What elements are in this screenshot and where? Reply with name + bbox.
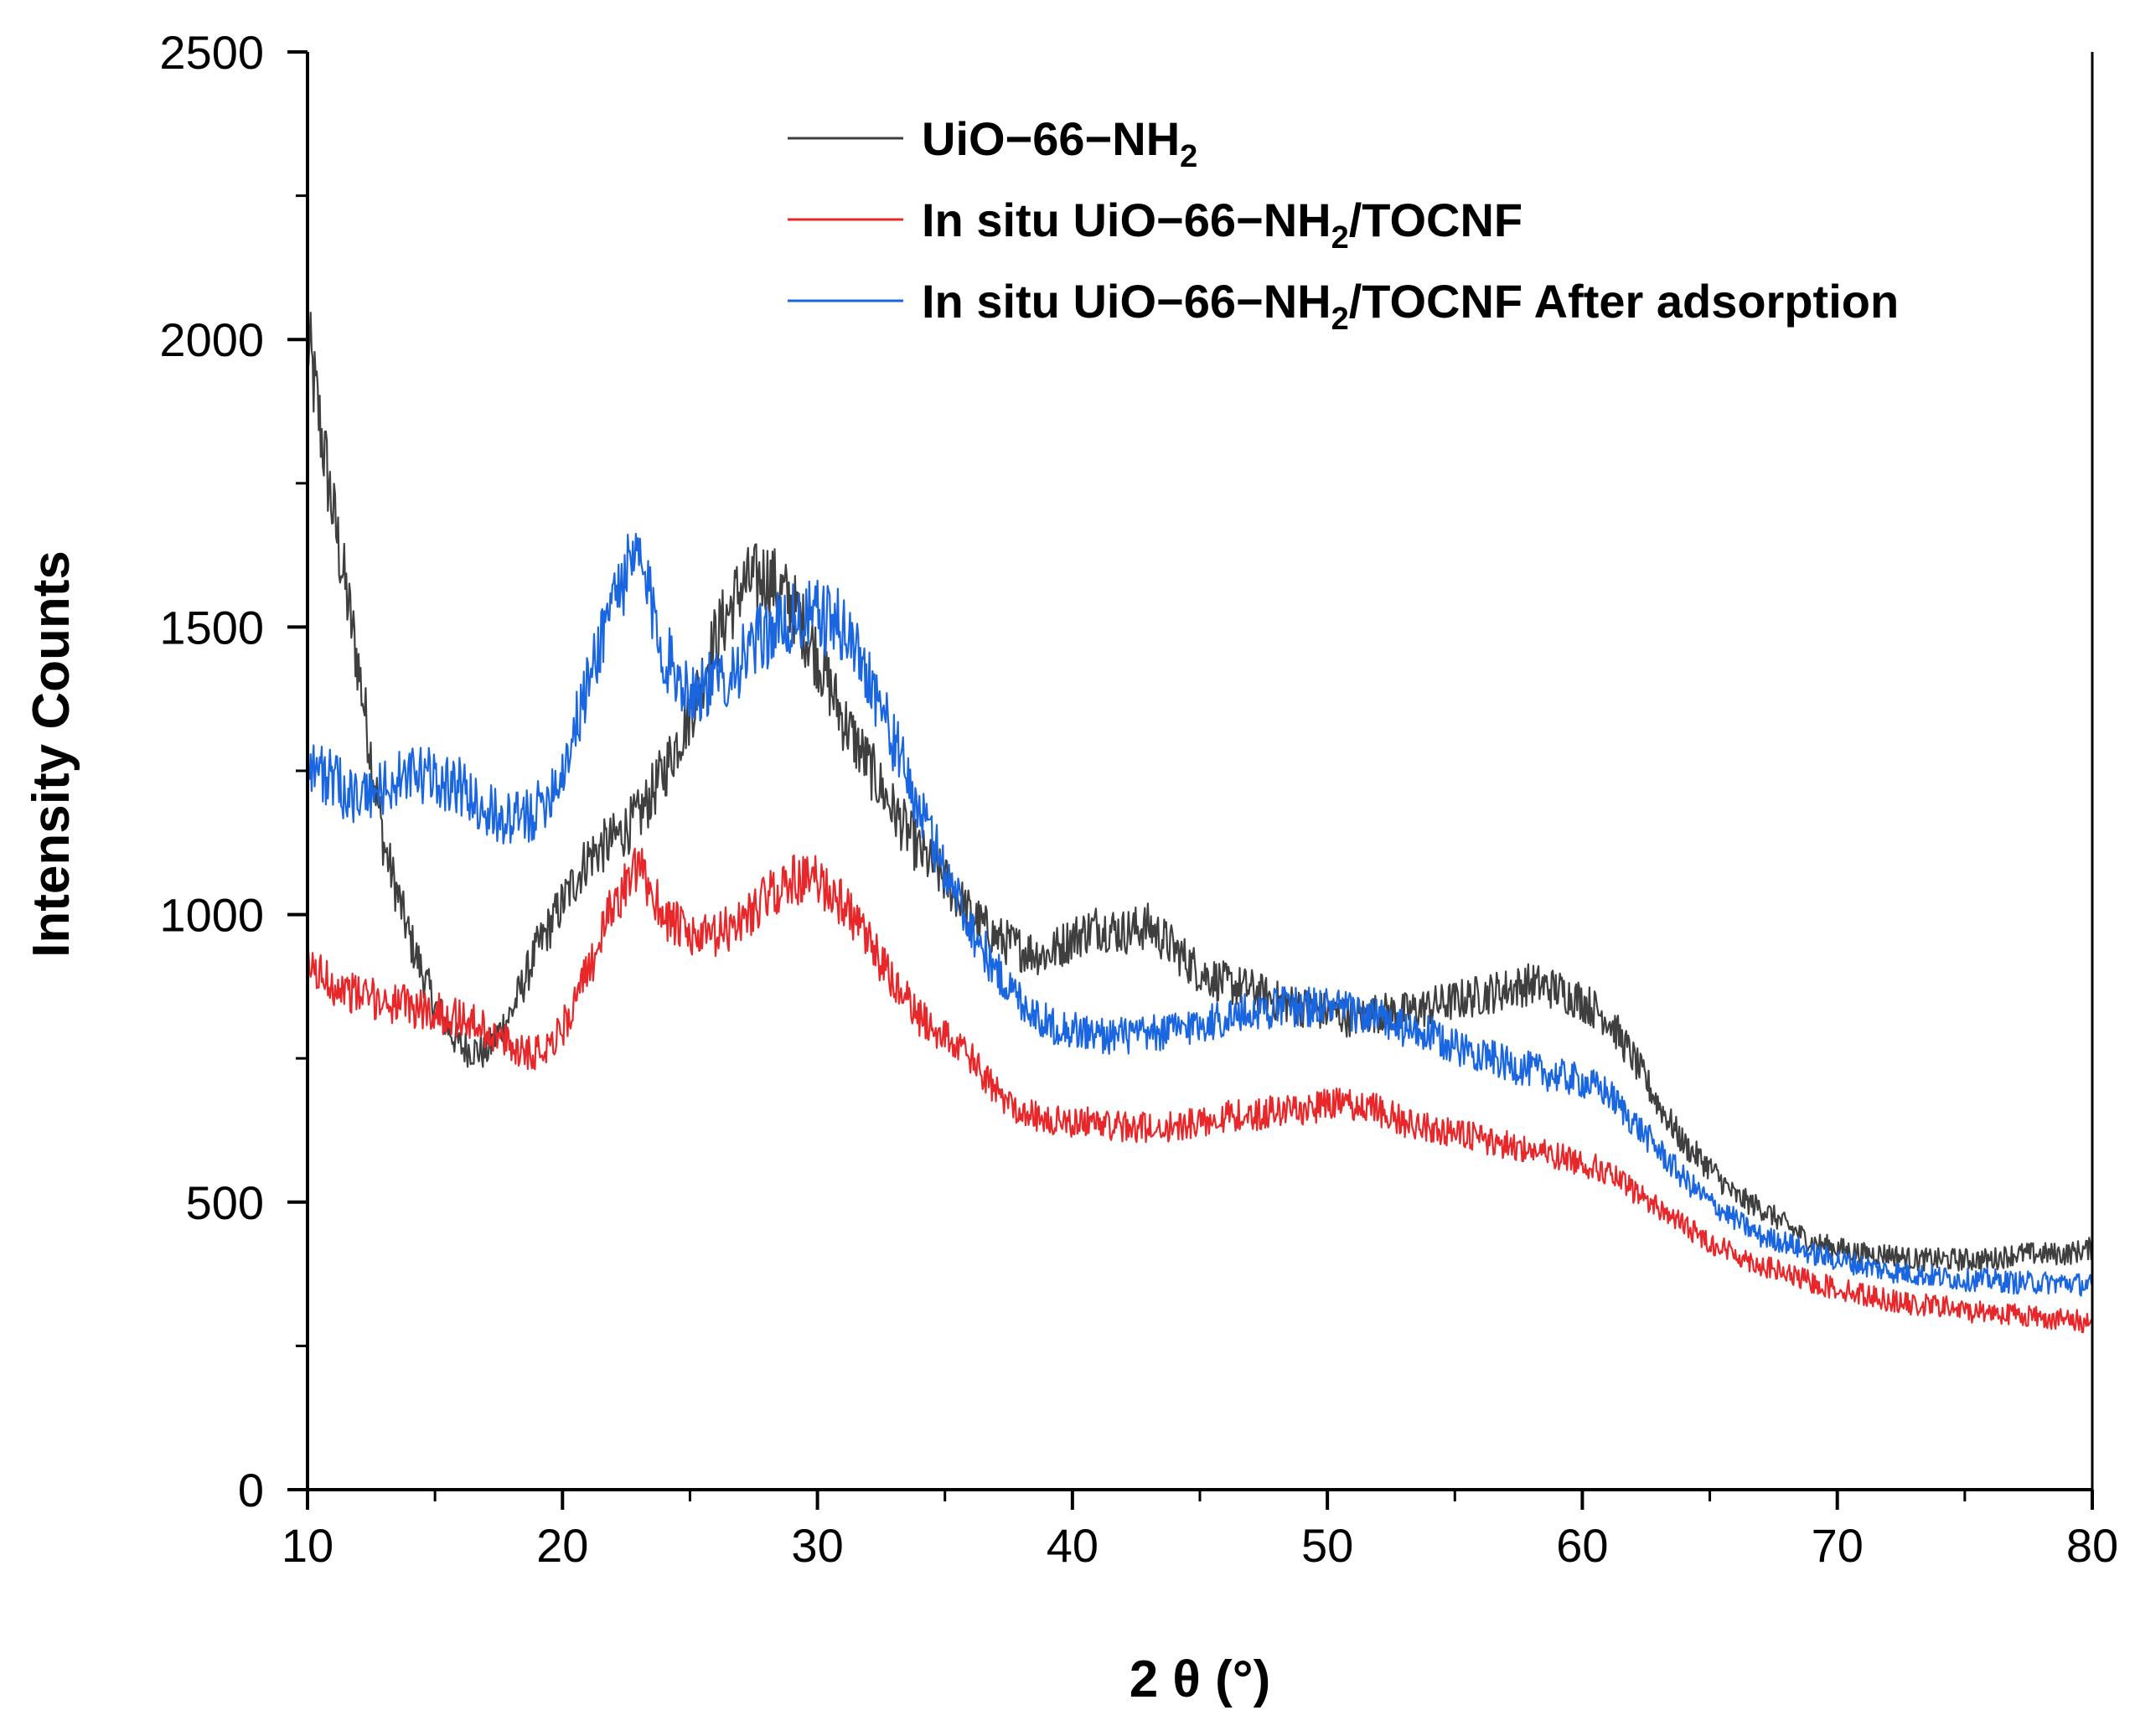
series-line-2	[306, 847, 2094, 1334]
x-axis-title: 2 θ (°)	[1130, 1651, 1271, 1708]
x-tick-label: 10	[282, 1519, 333, 1572]
legend-label-subscript: 2	[1331, 302, 1349, 337]
x-tick-label: 70	[1812, 1519, 1864, 1572]
y-axis-title: Intensity Counts	[23, 550, 80, 958]
legend-label-subscript: 2	[1180, 139, 1197, 174]
x-tick-label: 80	[2066, 1519, 2118, 1572]
y-tick-label: 1000	[159, 889, 264, 942]
x-tick-label: 30	[791, 1519, 843, 1572]
legend-label-tail: /TOCNF	[1349, 194, 1522, 246]
series-line-3	[306, 533, 2094, 1297]
legend-label-main: In situ UiO−66−NH	[922, 194, 1331, 246]
legend-label-subscript: 2	[1331, 220, 1349, 256]
y-tick-label: 0	[238, 1464, 264, 1516]
tick-layer: 10 20 30 40 50 60 70 80 0 500 1000 1500 2000 2500	[159, 26, 2118, 1572]
legend-label-2: In situ UiO−66−NH2/TOCNF	[922, 194, 1522, 256]
x-tick-label: 20	[536, 1519, 588, 1572]
legend-label-3: In situ UiO−66−NH2/TOCNF After adsorptio…	[922, 275, 1899, 337]
legend-label-tail: /TOCNF After adsorption	[1349, 275, 1899, 328]
legend-label-main: UiO−66−NH	[922, 112, 1180, 165]
y-tick-label: 2000	[159, 313, 264, 366]
axes-layer	[306, 52, 2094, 1491]
y-tick-label: 2500	[159, 26, 264, 79]
y-tick-label: 1500	[159, 601, 264, 654]
legend-label-1: UiO−66−NH2	[922, 112, 1197, 174]
x-tick-label: 50	[1301, 1519, 1353, 1572]
series-line-1	[306, 312, 2094, 1272]
legend-label-main: In situ UiO−66−NH	[922, 275, 1331, 328]
x-tick-label: 40	[1047, 1519, 1099, 1572]
y-tick-label: 500	[186, 1176, 264, 1229]
series-layer	[306, 312, 2094, 1334]
x-tick-label: 60	[1556, 1519, 1608, 1572]
